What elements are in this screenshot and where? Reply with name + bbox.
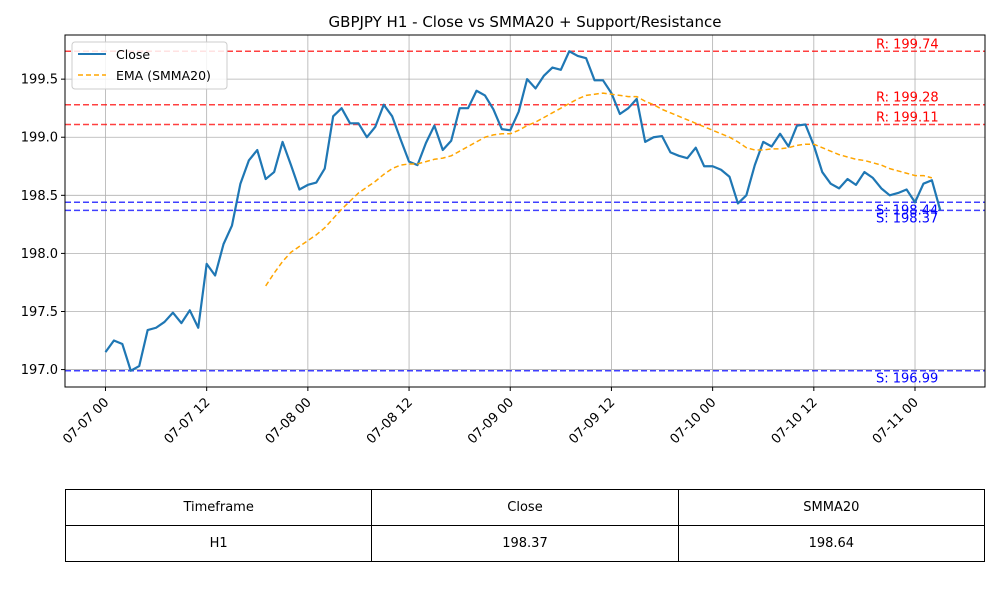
level-labels: R: 199.74R: 199.28R: 199.11S: 198.44S: 1… bbox=[876, 37, 939, 386]
y-tick-label: 197.0 bbox=[21, 363, 58, 378]
x-tick-label: 07-11 00 bbox=[870, 395, 922, 447]
x-tick-label: 07-10 12 bbox=[769, 395, 821, 447]
x-tick-label: 07-08 00 bbox=[263, 395, 315, 447]
y-tick-label: 198.5 bbox=[21, 189, 58, 204]
legend-box bbox=[71, 41, 228, 90]
cell-timeframe: H1 bbox=[64, 525, 373, 562]
resistance-label: R: 199.11 bbox=[876, 110, 939, 125]
support-resistance-lines bbox=[65, 50, 985, 372]
header-close: Close bbox=[371, 489, 679, 526]
y-tick-label: 197.5 bbox=[21, 305, 58, 320]
legend-close-label: Close bbox=[116, 47, 150, 62]
cell-smma20: 198.64 bbox=[677, 525, 986, 562]
y-tick-label: 198.0 bbox=[21, 247, 58, 262]
x-tick-label: 07-10 00 bbox=[668, 395, 720, 447]
chart-title: GBPJPY H1 - Close vs SMMA20 + Support/Re… bbox=[329, 13, 722, 31]
series-lines bbox=[104, 50, 942, 372]
support-label: S: 198.44 bbox=[876, 203, 938, 218]
resistance-label: R: 199.74 bbox=[876, 37, 939, 52]
support-label: S: 198.37 bbox=[876, 211, 938, 226]
close-series-line bbox=[104, 50, 942, 372]
x-tick-label: 07-09 12 bbox=[566, 395, 618, 447]
summary-table: Timeframe Close SMMA20 H1 198.37 198.64 bbox=[64, 489, 986, 562]
cell-close: 198.37 bbox=[371, 525, 679, 562]
axes: 07-07 00 07-07 12 07-08 00 07-08 12 07-09 00… bbox=[21, 73, 922, 448]
table-row: H1 198.37 198.64 bbox=[64, 525, 986, 562]
y-tick-label: 199.0 bbox=[21, 131, 58, 146]
header-smma20: SMMA20 bbox=[677, 489, 986, 526]
y-tick-label: 199.5 bbox=[21, 73, 58, 88]
support-label: S: 196.99 bbox=[876, 372, 938, 387]
x-tick-label: 07-09 00 bbox=[465, 395, 517, 447]
header-timeframe: Timeframe bbox=[64, 489, 373, 526]
x-tick-label: 07-07 12 bbox=[162, 395, 214, 447]
x-tick-label: 07-08 12 bbox=[364, 395, 416, 447]
resistance-label: R: 199.28 bbox=[876, 91, 939, 106]
plot-frame bbox=[64, 34, 986, 388]
smma20-series-line bbox=[265, 92, 933, 287]
legend: Close EMA (SMMA20) bbox=[71, 41, 228, 90]
legend-ema-label: EMA (SMMA20) bbox=[116, 68, 211, 83]
x-tick-label: 07-07 00 bbox=[60, 395, 112, 447]
table-header-row: Timeframe Close SMMA20 bbox=[64, 489, 986, 526]
